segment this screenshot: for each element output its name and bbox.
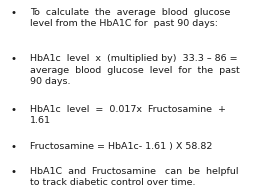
Text: To  calculate  the  average  blood  glucose
level from the HbA1C for  past 90 da: To calculate the average blood glucose l… <box>30 8 230 28</box>
Text: •: • <box>10 8 16 18</box>
Text: HbA1C  and  Fructosamine   can  be  helpful
to track diabetic control over time.: HbA1C and Fructosamine can be helpful to… <box>30 167 238 187</box>
Text: HbA1c  level  x  (multiplied by)  33.3 – 86 =
average  blood  glucose  level  fo: HbA1c level x (multiplied by) 33.3 – 86 … <box>30 54 240 86</box>
Text: Fructosamine = HbA1c- 1.61 ) X 58.82: Fructosamine = HbA1c- 1.61 ) X 58.82 <box>30 142 212 151</box>
Text: HbA1c  level  =  0.017x  Fructosamine  +
1.61: HbA1c level = 0.017x Fructosamine + 1.61 <box>30 105 226 125</box>
Text: •: • <box>10 167 16 177</box>
Text: •: • <box>10 54 16 64</box>
Text: •: • <box>10 105 16 115</box>
Text: •: • <box>10 142 16 152</box>
